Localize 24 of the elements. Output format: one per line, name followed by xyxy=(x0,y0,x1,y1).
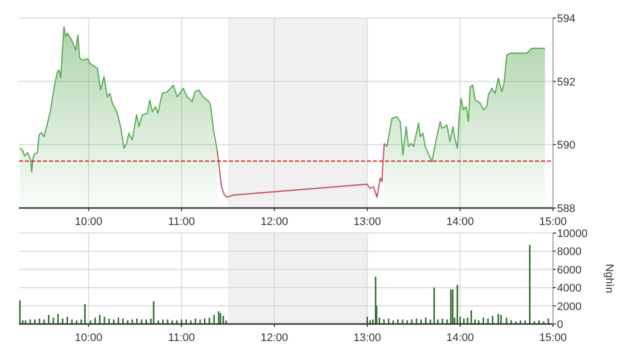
y-tick-label: 10000 xyxy=(557,228,588,240)
x-tick-label: 15:00 xyxy=(539,332,567,344)
x-tick-label: 12:00 xyxy=(260,332,288,344)
x-tick-label: 12:00 xyxy=(260,216,288,228)
y-tick-label: 592 xyxy=(557,76,576,88)
x-tick-label: 14:00 xyxy=(446,216,474,228)
y-tick-label: 0 xyxy=(557,319,564,331)
x-tick-label: 14:00 xyxy=(446,332,474,344)
x-tick-label: 15:00 xyxy=(539,216,567,228)
x-tick-label: 10:00 xyxy=(74,216,102,228)
y-tick-label: 8000 xyxy=(557,246,582,258)
x-tick-label: 10:00 xyxy=(74,332,102,344)
y-axis-title: Nghìn xyxy=(603,264,615,294)
line-series xyxy=(216,142,385,198)
y-tick-label: 590 xyxy=(557,140,576,152)
y-tick-label: 594 xyxy=(557,13,576,25)
x-tick-label: 13:00 xyxy=(353,332,382,344)
x-tick-label: 11:00 xyxy=(168,332,195,344)
y-tick-label: 4000 xyxy=(557,282,582,295)
y-tick-label: 6000 xyxy=(557,264,582,276)
y-tick-label: 2000 xyxy=(557,300,582,313)
y-tick-label: 588 xyxy=(557,203,576,215)
x-tick-label: 13:00 xyxy=(353,216,382,228)
x-tick-label: 11:00 xyxy=(168,216,195,228)
